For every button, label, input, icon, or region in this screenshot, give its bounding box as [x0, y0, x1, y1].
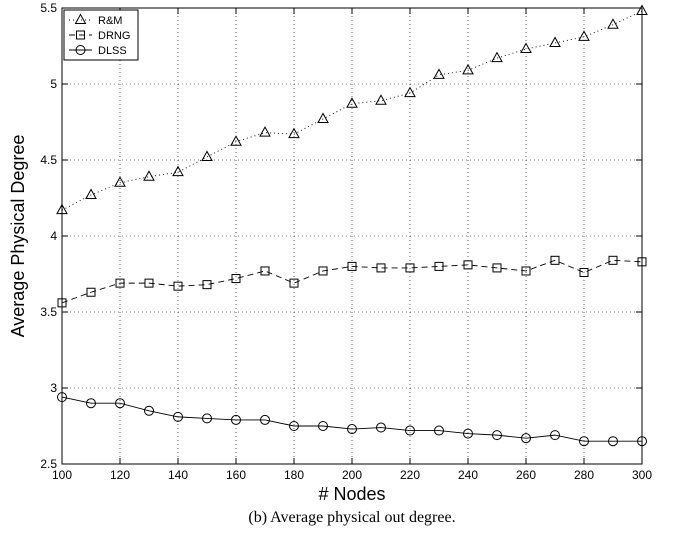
data-point-marker [550, 430, 560, 441]
x-tick-label: 240 [458, 468, 478, 482]
data-point-marker [202, 413, 212, 424]
data-point-marker [463, 428, 473, 439]
grid-lines [62, 8, 642, 464]
data-point-marker [260, 266, 270, 276]
data-point-marker [85, 188, 97, 199]
data-point-marker [434, 261, 444, 271]
y-tick-label: 4.5 [40, 153, 57, 167]
y-tick-label: 4 [50, 229, 57, 243]
data-point-marker [433, 68, 445, 79]
data-point-marker [463, 260, 473, 270]
data-point-marker [491, 51, 503, 63]
x-tick-label: 300 [632, 468, 652, 482]
series-line-3 [61, 396, 642, 442]
legend-label: DRNG [98, 30, 130, 42]
data-point-marker [317, 112, 329, 123]
data-point-marker [114, 176, 126, 187]
data-point-marker [404, 86, 416, 98]
data-point-marker [579, 267, 589, 277]
data-point-marker [520, 42, 532, 54]
x-tick-label: 100 [52, 468, 72, 482]
data-point-marker [462, 63, 474, 75]
data-point-marker [346, 97, 358, 108]
data-point-marker [550, 255, 560, 265]
y-axis-label: Average Physical Degree [8, 135, 28, 338]
data-point-marker [202, 280, 212, 290]
x-tick-label: 120 [110, 468, 130, 482]
data-point-marker [173, 281, 183, 291]
x-tick-label: 160 [226, 468, 246, 482]
legend: R&M DRNG DLSS [63, 9, 139, 61]
data-point-marker [143, 170, 155, 181]
data-point-marker [231, 414, 241, 425]
series-line-2 [61, 259, 643, 304]
legend-marker [76, 30, 85, 40]
legend-label: R&M [98, 15, 122, 27]
data-point-marker [115, 278, 125, 288]
series-layer [56, 4, 648, 447]
data-point-marker [172, 165, 184, 177]
data-point-marker [405, 425, 415, 436]
data-point-marker [492, 430, 502, 441]
data-point-marker [230, 135, 242, 146]
data-point-marker [115, 398, 125, 409]
data-point-marker [549, 36, 561, 47]
data-point-marker [231, 274, 241, 284]
x-tick-label: 140 [168, 468, 188, 482]
data-point-marker [288, 127, 300, 139]
data-point-marker [289, 278, 299, 288]
data-point-marker [376, 263, 386, 273]
x-tick-label: 280 [574, 468, 594, 482]
legend-label: DLSS [98, 45, 127, 57]
data-point-marker [260, 414, 270, 425]
data-point-marker [405, 263, 415, 273]
data-point-marker [318, 421, 328, 431]
data-point-marker [347, 424, 357, 435]
y-tick-label: 3.5 [40, 305, 57, 319]
y-tick-label: 5 [50, 77, 57, 91]
data-point-marker [173, 411, 183, 422]
legend-marker [75, 45, 86, 55]
x-tick-label: 180 [284, 468, 304, 482]
data-point-marker [608, 255, 618, 265]
y-tick-label: 5.5 [40, 1, 57, 15]
data-point-marker [144, 278, 154, 288]
data-point-marker [492, 263, 502, 273]
x-tick-label: 220 [400, 468, 420, 482]
data-point-marker [86, 287, 96, 297]
x-axis-label: # Nodes [318, 484, 385, 504]
data-point-marker [607, 18, 619, 29]
data-point-marker [347, 261, 357, 271]
data-point-marker [144, 405, 154, 416]
data-point-marker [376, 422, 386, 433]
data-point-marker [521, 433, 531, 444]
data-point-marker [521, 266, 531, 276]
y-tick-label: 3 [50, 381, 57, 395]
data-point-marker [579, 436, 589, 447]
data-point-marker [375, 94, 387, 105]
data-point-marker [201, 150, 213, 161]
x-tick-label: 260 [516, 468, 536, 482]
data-point-marker [608, 436, 618, 447]
x-tick-label: 200 [342, 468, 362, 482]
data-point-marker [578, 30, 590, 41]
data-point-marker [289, 421, 299, 431]
data-point-marker [86, 398, 96, 409]
y-tick-label: 2.5 [40, 457, 57, 471]
data-point-marker [434, 425, 444, 436]
data-point-marker [318, 266, 328, 276]
data-point-marker [259, 126, 271, 137]
legend-marker [74, 13, 87, 24]
figure-caption: (b) Average physical out degree. [248, 509, 455, 526]
axis-ticks: 100 120 140 160 180 200 220 240 260 280 300 2.5 3 3.5… [40, 1, 652, 482]
